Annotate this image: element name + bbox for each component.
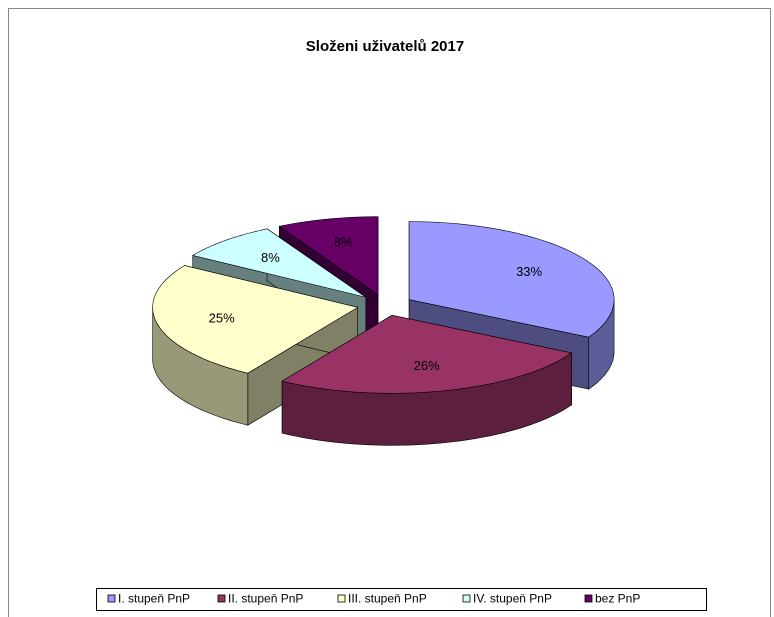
data-label: 25% <box>209 310 235 325</box>
legend-label: III. stupeň PnP <box>348 592 427 606</box>
legend-label: IV. stupeň PnP <box>473 592 552 606</box>
pie-slice <box>281 314 573 446</box>
legend-label: I. stupeň PnP <box>118 592 190 606</box>
legend-swatch <box>217 594 226 603</box>
chart-area <box>8 8 771 617</box>
legend-swatch <box>337 594 346 603</box>
pie-slice <box>152 265 359 426</box>
slice-top <box>191 228 367 298</box>
data-label: 33% <box>516 264 542 279</box>
legend-label: II. stupeň PnP <box>228 592 303 606</box>
slice-top <box>408 221 615 338</box>
slice-top <box>281 315 573 394</box>
legend-swatch <box>462 594 471 603</box>
slice-top <box>278 216 379 296</box>
legend-label: bez PnP <box>595 592 640 606</box>
data-label: 8% <box>334 235 353 250</box>
data-label: 26% <box>414 358 440 373</box>
chart-title: Složeni uživatelů 2017 <box>306 38 464 55</box>
legend-box <box>96 588 707 611</box>
data-label: 8% <box>261 250 280 265</box>
legend-swatch <box>107 594 116 603</box>
slice-top <box>152 265 359 374</box>
legend-swatch <box>584 594 593 603</box>
